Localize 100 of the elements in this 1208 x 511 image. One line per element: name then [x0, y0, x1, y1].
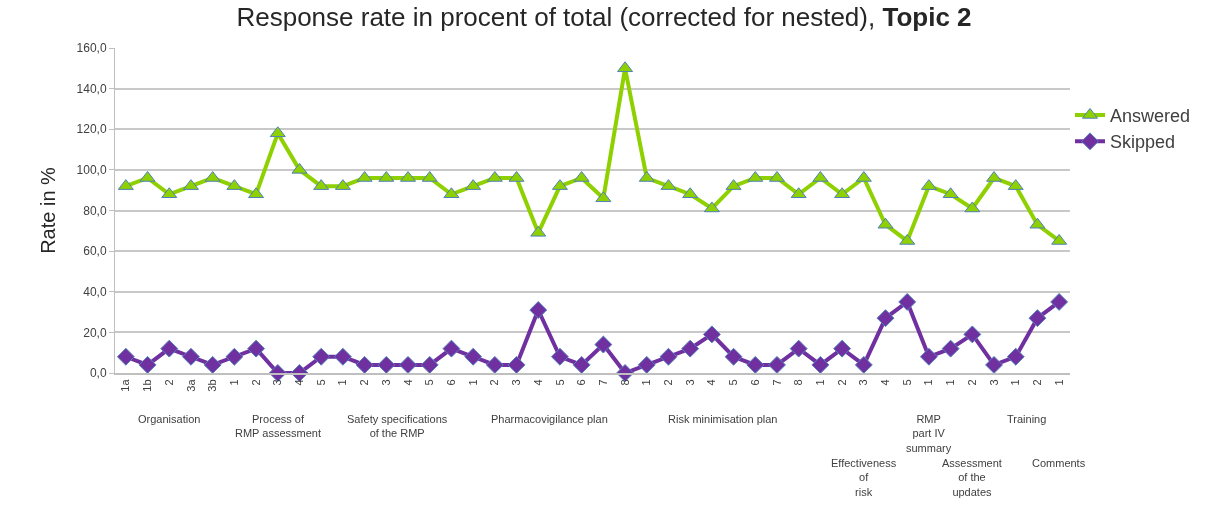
point: [182, 347, 200, 366]
point: [1006, 347, 1025, 366]
x-tick-label: 5: [423, 379, 436, 386]
point: [225, 347, 244, 366]
point: [377, 355, 396, 374]
point: [572, 355, 591, 374]
point: [1051, 233, 1068, 245]
x-tick-label: 4: [401, 379, 414, 386]
x-tick-label: 2: [1031, 379, 1044, 386]
point: [160, 339, 179, 358]
x-tick-label: 7: [770, 379, 783, 386]
point: [1028, 309, 1047, 328]
point: [724, 347, 743, 366]
x-tick-label: 6: [445, 379, 457, 386]
point: [637, 355, 656, 374]
x-tick-label: 1: [227, 379, 240, 386]
x-tick-label: 1b: [141, 379, 154, 392]
text: Pharmacovigilance plan: [491, 413, 608, 425]
text: Effectiveness of risk: [831, 457, 897, 498]
x-tick-label: 3b: [206, 379, 219, 392]
text: Risk minimisation plan: [668, 413, 778, 425]
x-tick-label: 2: [162, 379, 175, 386]
point: [291, 162, 308, 174]
point: [703, 201, 720, 213]
x-tick-label: 1: [466, 379, 479, 386]
point: [617, 61, 634, 73]
x-tick-label: 7: [596, 379, 609, 386]
x-tick-label: 1: [922, 379, 935, 386]
x-tick-label: 1a: [119, 378, 132, 392]
point: [595, 191, 612, 203]
point: [876, 309, 895, 328]
point: [464, 347, 483, 366]
x-tick-label: 4: [705, 379, 718, 386]
x-tick-label: 3: [987, 379, 1000, 386]
text: Training: [1007, 413, 1047, 425]
x-tick-label: 1: [944, 379, 957, 386]
point: [833, 339, 852, 358]
x-tick-label: 5: [314, 379, 327, 386]
x-tick-label: 4: [293, 379, 306, 386]
point: [530, 225, 547, 237]
point: [550, 347, 569, 366]
point: [138, 355, 157, 374]
x-tick-label: 1: [640, 379, 653, 386]
x-tick-label: 2: [488, 379, 501, 386]
point: [269, 126, 286, 138]
point: [789, 339, 808, 358]
point: [247, 339, 266, 358]
point: [877, 217, 894, 229]
x-tick-label: 5: [727, 379, 740, 386]
point: [420, 355, 439, 374]
point: [485, 355, 504, 374]
point: [594, 335, 613, 354]
point: [116, 347, 135, 366]
x-tick-label: 1: [1009, 379, 1022, 386]
chart-title: Response rate in procent of total (corrected for nested), Topic 2: [236, 1, 972, 32]
point: [985, 355, 1003, 374]
x-tick-label: 5: [553, 379, 566, 386]
x-tick-label: 2: [358, 379, 371, 386]
point: [919, 347, 938, 366]
legend-label: Skipped: [1110, 132, 1176, 153]
x-tick-label: 3: [857, 379, 870, 386]
x-tick-label: 4: [879, 379, 892, 386]
text: Comments: [1032, 457, 1086, 469]
text: Safety specifications of the RMP: [347, 413, 448, 440]
point: [854, 355, 873, 374]
point: [898, 292, 917, 311]
x-tick-label: 5: [900, 379, 913, 386]
point: [312, 347, 331, 366]
point: [203, 355, 222, 374]
x-tick-label: 1: [1052, 379, 1065, 386]
x-tick-label: 2: [249, 379, 262, 386]
x-tick-label: 3: [379, 379, 392, 386]
text: Process of RMP assessment: [235, 413, 321, 440]
point: [702, 325, 721, 344]
x-tick-label: 1: [813, 379, 826, 386]
x-tick-label: 2: [835, 379, 848, 386]
point: [333, 347, 352, 366]
x-tick-label: 3a: [184, 378, 197, 392]
x-tick-label: 2: [662, 379, 675, 386]
y-tick-label: 0,0: [89, 366, 107, 381]
x-tick-label: 3: [683, 379, 696, 386]
point: [355, 355, 374, 374]
point: [811, 355, 830, 374]
legend-label: Answered: [1110, 105, 1191, 126]
point: [899, 233, 916, 245]
text: RMP part IV summary: [906, 413, 952, 454]
y-tick-label: 160,0: [76, 41, 107, 56]
point: [746, 355, 765, 374]
point: [442, 339, 461, 358]
x-tick-label: 6: [575, 379, 588, 386]
y-tick-label: 60,0: [83, 244, 107, 259]
text: Assessment of the updates: [942, 457, 1002, 498]
point: [964, 201, 981, 213]
y-tick-label: 140,0: [76, 81, 107, 96]
y-tick-label: 80,0: [83, 203, 107, 218]
point: [507, 355, 526, 374]
x-tick-label: 2: [965, 379, 978, 386]
point: [941, 339, 960, 358]
point: [1029, 217, 1046, 229]
point: [529, 301, 548, 319]
